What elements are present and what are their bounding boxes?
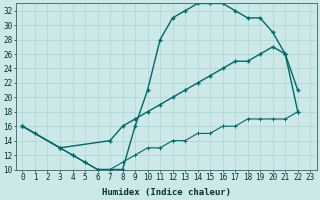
X-axis label: Humidex (Indice chaleur): Humidex (Indice chaleur) xyxy=(102,188,231,197)
